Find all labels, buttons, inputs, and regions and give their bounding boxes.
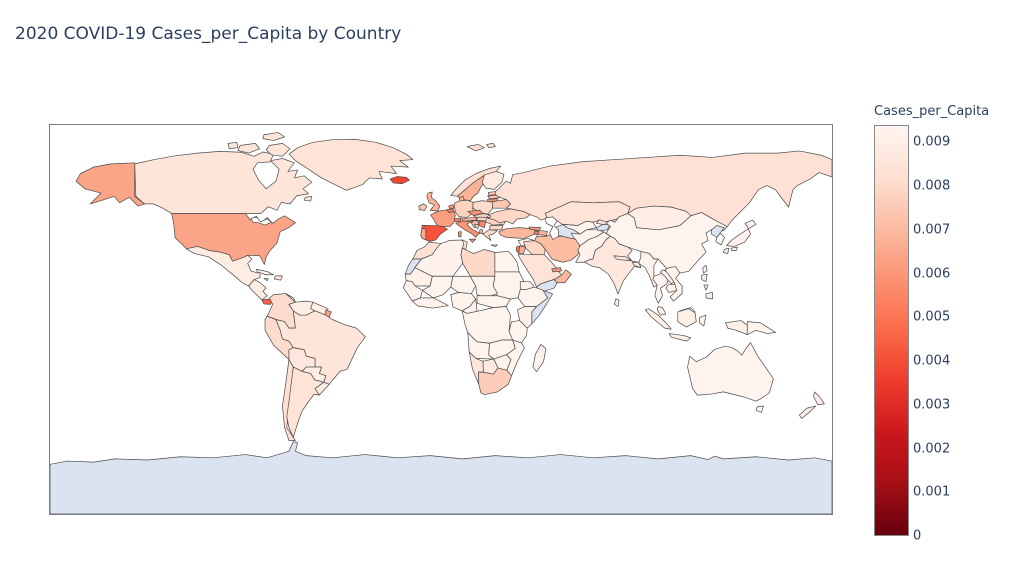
country-nepal[interactable] xyxy=(614,256,631,261)
country-united-states[interactable] xyxy=(76,163,144,206)
colorbar-tick-label: 0.006 xyxy=(913,266,951,282)
colorbar-tick-label: 0.003 xyxy=(913,397,951,413)
country-canada[interactable] xyxy=(238,143,260,153)
country-netherlands[interactable] xyxy=(449,205,454,209)
country-france[interactable] xyxy=(431,210,456,227)
country-ukraine[interactable] xyxy=(488,209,530,224)
chart-title: 2020 COVID-19 Cases_per_Capita by Countr… xyxy=(15,24,402,44)
country-germany[interactable] xyxy=(454,200,473,217)
lake-shape xyxy=(251,217,272,225)
country-cambodia[interactable] xyxy=(666,284,677,293)
lake-shape xyxy=(545,217,558,240)
country-jamaica[interactable] xyxy=(264,278,268,280)
country-canada[interactable] xyxy=(263,133,285,141)
country-australia[interactable] xyxy=(688,343,774,402)
country-canada[interactable] xyxy=(135,151,312,213)
country-oman[interactable] xyxy=(554,270,571,283)
country-senegal-guinea-region[interactable] xyxy=(403,281,422,302)
country-taiwan[interactable] xyxy=(703,265,707,273)
country-japan[interactable] xyxy=(731,247,738,251)
country-finland[interactable] xyxy=(482,171,504,189)
map-plot-area[interactable] xyxy=(49,124,833,515)
country-serbia[interactable] xyxy=(479,221,486,227)
country-argentina[interactable] xyxy=(287,367,324,437)
country-south-korea[interactable] xyxy=(716,233,725,245)
country-indonesia[interactable] xyxy=(726,321,748,335)
country-greece[interactable] xyxy=(483,230,498,241)
country-madagascar[interactable] xyxy=(533,344,546,371)
country-svalbard-norway[interactable] xyxy=(487,143,496,147)
country-united-arab-emirates[interactable] xyxy=(552,268,562,272)
country-philippines[interactable] xyxy=(702,274,707,282)
country-iceland[interactable] xyxy=(390,176,410,183)
country-vietnam[interactable] xyxy=(665,267,682,302)
country-russia[interactable] xyxy=(493,151,832,227)
country-svalbard-norway[interactable] xyxy=(467,144,484,150)
country-japan[interactable] xyxy=(727,229,751,247)
country-papua-new-guinea[interactable] xyxy=(747,322,775,335)
country-armenia[interactable] xyxy=(534,231,539,236)
lake-shape xyxy=(253,162,279,189)
colorbar-tick-label: 0.004 xyxy=(913,353,951,369)
country-portugal[interactable] xyxy=(421,229,426,240)
colorbar-tick-label: 0.005 xyxy=(913,309,951,325)
country-indonesia[interactable] xyxy=(699,315,706,326)
country-greece[interactable] xyxy=(491,245,498,247)
country-central-african-republic[interactable] xyxy=(477,296,510,308)
country-haiti-dominican-republic[interactable] xyxy=(274,276,282,280)
country-japan[interactable] xyxy=(723,248,728,253)
country-albania[interactable] xyxy=(480,229,483,234)
country-canada[interactable] xyxy=(266,143,290,156)
country-indonesia[interactable] xyxy=(645,309,671,330)
colorbar-gradient xyxy=(874,125,909,536)
country-antarctica[interactable] xyxy=(50,442,832,514)
country-mexico[interactable] xyxy=(186,246,260,286)
country-united-states[interactable] xyxy=(172,214,296,265)
country-jordan[interactable] xyxy=(519,246,526,254)
colorbar-title: Cases_per_Capita xyxy=(874,104,990,119)
country-austria[interactable] xyxy=(462,217,477,221)
country-japan[interactable] xyxy=(745,220,756,229)
country-bosnia-and-herzegovina[interactable] xyxy=(475,224,479,228)
country-canada[interactable] xyxy=(304,196,312,201)
country-cote-d-ivoire-ghana-region[interactable] xyxy=(412,298,448,308)
country-indonesia[interactable] xyxy=(669,334,691,342)
country-philippines[interactable] xyxy=(706,292,713,298)
country-new-zealand[interactable] xyxy=(799,406,815,419)
country-australia[interactable] xyxy=(756,406,764,412)
country-greenland[interactable] xyxy=(289,139,413,190)
country-italy[interactable] xyxy=(469,239,476,242)
world-map xyxy=(50,125,832,514)
colorbar-tick-label: 0.008 xyxy=(913,178,951,194)
country-switzerland[interactable] xyxy=(454,218,461,222)
country-libya[interactable] xyxy=(461,248,495,276)
country-new-zealand[interactable] xyxy=(814,392,825,405)
colorbar-tick-label: 0.002 xyxy=(913,441,951,457)
country-malaysia[interactable] xyxy=(657,307,666,316)
country-ireland[interactable] xyxy=(419,204,427,210)
colorbar-tick-label: 0.001 xyxy=(913,484,951,500)
country-egypt[interactable] xyxy=(495,251,519,272)
country-italy[interactable] xyxy=(458,232,461,237)
country-sri-lanka[interactable] xyxy=(614,299,619,307)
country-cuba[interactable] xyxy=(256,269,273,274)
country-azerbaijan[interactable] xyxy=(538,230,548,235)
country-united-kingdom[interactable] xyxy=(427,192,440,211)
country-central-america[interactable] xyxy=(249,280,267,301)
country-indonesia[interactable] xyxy=(678,309,696,327)
country-estonia[interactable] xyxy=(488,192,495,196)
country-bulgaria[interactable] xyxy=(490,225,503,229)
country-mongolia[interactable] xyxy=(628,206,691,230)
country-philippines[interactable] xyxy=(704,285,708,290)
country-south-africa[interactable] xyxy=(479,368,512,395)
country-latvia[interactable] xyxy=(488,195,500,199)
colorbar-tick-label: 0 xyxy=(913,528,922,544)
country-canada[interactable] xyxy=(228,142,238,148)
colorbar-tick-label: 0.007 xyxy=(913,222,951,238)
colorbar-tick-label: 0.009 xyxy=(913,134,951,150)
